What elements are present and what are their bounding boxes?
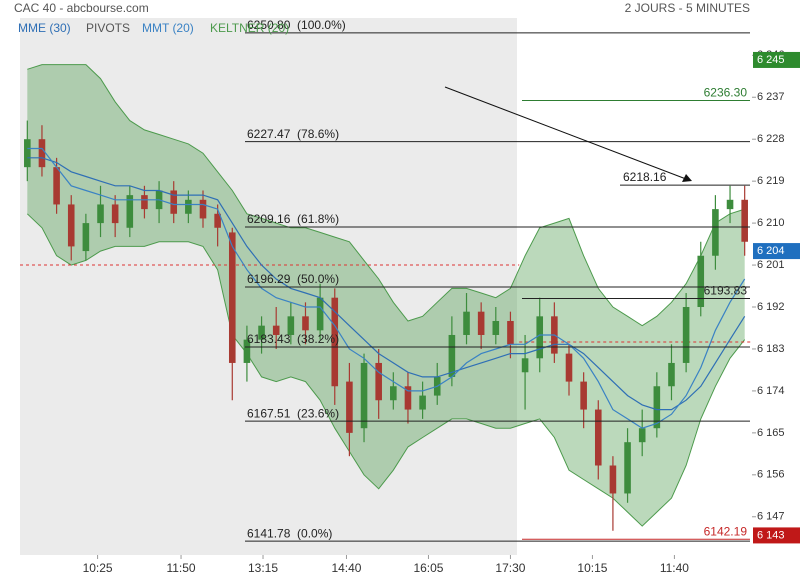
candle-body	[741, 199, 748, 242]
legend-item: KELTNER (20)	[210, 21, 289, 35]
candle-body	[682, 307, 690, 363]
candle-body	[126, 195, 134, 228]
price-tag-label: 6 143	[757, 529, 785, 541]
legend-item: MME (30)	[18, 21, 71, 35]
candle-body	[594, 409, 602, 466]
candle-body	[24, 139, 31, 168]
candle-body	[185, 199, 192, 214]
legend-item: MMT (20)	[142, 21, 194, 35]
level-label: 6236.30	[704, 86, 748, 100]
y-tick-label: 6 201	[757, 259, 785, 271]
pivot-label: 6227.47 (78.6%)	[247, 127, 339, 141]
price-tag	[753, 243, 800, 260]
candle-body	[287, 316, 295, 335]
candle-body	[638, 428, 646, 443]
pivot-label: 6250.80 (100.0%)	[247, 18, 346, 32]
candle-body	[507, 320, 514, 345]
x-tick-label: 10:15	[577, 561, 607, 575]
keltner-upper	[27, 64, 745, 327]
candle-body	[67, 204, 75, 247]
candle-body	[199, 199, 207, 219]
candle-body	[258, 325, 265, 340]
previous-session	[20, 18, 517, 555]
pivot-label: 6141.78 (0.0%)	[247, 526, 332, 540]
y-tick-label: 6 174	[757, 385, 785, 397]
candle-body	[214, 213, 221, 228]
candle-body	[521, 358, 529, 373]
candle-body	[390, 386, 397, 401]
candle-body	[228, 232, 236, 363]
y-tick-label: 6 165	[757, 427, 785, 439]
price-tag-label: 6 204	[757, 245, 785, 257]
candle-body	[668, 362, 675, 387]
legend-item: PIVOTS	[86, 21, 130, 35]
keltner-area	[27, 64, 745, 527]
y-tick-label: 6 228	[757, 133, 785, 145]
arrow-head	[682, 174, 692, 182]
candle-body	[53, 167, 60, 205]
candle-body	[477, 311, 485, 335]
candle-body	[170, 190, 178, 214]
candle-body	[316, 297, 324, 331]
y-tick-label: 6 210	[757, 217, 785, 229]
candle-body	[243, 339, 251, 363]
candle-body	[653, 386, 661, 429]
level-label: 6142.19	[704, 524, 748, 538]
x-tick-label: 11:50	[166, 561, 195, 575]
candle-body	[536, 316, 544, 359]
candle-body	[726, 199, 734, 210]
y-tick-label: 6 147	[757, 511, 785, 523]
candle-body	[272, 325, 280, 335]
candle-body	[375, 362, 382, 401]
pivot-label: 6209.16 (61.8%)	[247, 212, 339, 226]
y-tick-label: 6 192	[757, 301, 785, 313]
trend-arrow	[444, 86, 687, 180]
y-tick-label: 6 156	[757, 469, 785, 481]
level-label: 6218.16	[623, 170, 667, 184]
candle-body	[565, 353, 573, 382]
x-tick-label: 17:30	[495, 561, 525, 575]
level-label: 6193.83	[704, 284, 748, 298]
pivot-label: 6183.43 (38.2%)	[247, 332, 339, 346]
candle-body	[111, 204, 119, 224]
candle-body	[712, 209, 719, 256]
candle-body	[360, 362, 368, 429]
x-tick-label: 14:40	[331, 561, 361, 575]
chart-subtitle: 2 JOURS - 5 MINUTES	[625, 1, 750, 15]
candle-body	[331, 297, 339, 387]
x-tick-label: 16:05	[413, 561, 443, 575]
moving-average	[27, 157, 746, 411]
moving-average	[27, 147, 746, 429]
y-tick-label: 6 183	[757, 343, 785, 355]
candle-body	[97, 204, 104, 224]
candle-body	[448, 334, 456, 377]
candle-body	[463, 311, 470, 335]
candle-body	[82, 223, 90, 252]
candle-body	[492, 320, 500, 335]
x-tick-label: 11:40	[660, 561, 689, 575]
pivot-label: 6196.29 (50.0%)	[247, 272, 339, 286]
y-tick-label: 6 237	[757, 91, 785, 103]
candle-body	[580, 381, 587, 410]
candle-body	[419, 395, 426, 410]
candle-body	[141, 195, 148, 210]
candle-body	[38, 139, 46, 168]
x-tick-label: 13:15	[248, 561, 278, 575]
x-tick-label: 10:25	[83, 561, 113, 575]
candle-body	[624, 442, 631, 494]
candle-body	[346, 381, 353, 433]
candle-body	[302, 316, 309, 331]
keltner-lower	[26, 213, 746, 527]
price-tag	[753, 527, 800, 544]
candle-body	[404, 386, 412, 410]
pivot-label: 6167.51 (23.6%)	[247, 406, 339, 420]
candle-body	[697, 255, 705, 308]
price-tag	[753, 51, 800, 68]
y-tick-label: 6 219	[757, 175, 785, 187]
price-tag-label: 6 245	[757, 54, 785, 66]
chart-title: CAC 40 - abcbourse.com	[14, 1, 149, 15]
candle-body	[609, 465, 617, 494]
